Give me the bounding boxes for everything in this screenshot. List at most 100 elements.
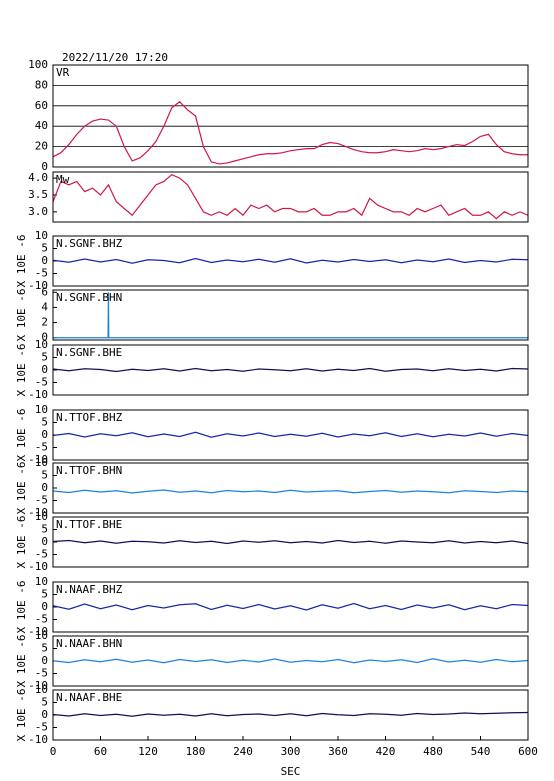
panel-frame	[52, 581, 529, 633]
y-axis-label: X 10E -6	[15, 516, 28, 569]
series-line	[52, 100, 528, 165]
y-tick-label: -10	[28, 279, 48, 292]
y-tick-label: 0	[41, 428, 48, 441]
y-tick-label: 60	[35, 99, 48, 112]
y-tick-label: 4	[41, 300, 48, 313]
y-tick-label: 80	[35, 78, 48, 91]
series-line	[52, 539, 529, 545]
x-tick-label: 60	[94, 745, 107, 758]
y-tick-label: 2	[41, 316, 48, 329]
y-tick-label: -5	[35, 721, 48, 734]
y-tick-label: 10	[35, 338, 48, 351]
y-tick-label: 0	[41, 600, 48, 613]
panel-frame	[52, 171, 529, 223]
chart-title: 2022/11/20 17:20	[62, 51, 168, 64]
series-line	[52, 367, 529, 373]
panel-label: N.TTOF.BHZ	[56, 411, 123, 424]
x-tick-label: 360	[328, 745, 348, 758]
y-axis-label: X 10E -6	[15, 635, 28, 688]
panel-frame	[52, 462, 529, 514]
y-axis-label: X 10E -6	[15, 689, 28, 742]
series-line	[52, 711, 529, 717]
y-tick-label: 5	[41, 469, 48, 482]
y-tick-label: 5	[41, 642, 48, 655]
y-tick-label: 10	[35, 456, 48, 469]
series-line	[53, 292, 528, 339]
x-tick-label: 0	[50, 745, 57, 758]
y-tick-label: -5	[35, 267, 48, 280]
panel-frame	[52, 635, 529, 687]
panel-frame	[52, 235, 529, 287]
y-tick-label: -10	[28, 453, 48, 466]
y-axis-label: X 10E -6	[15, 462, 28, 515]
y-tick-label: 10	[35, 683, 48, 696]
y-axis-label: X 10E -6	[15, 409, 28, 462]
x-tick-label: 480	[423, 745, 443, 758]
panel-label: N.NAAF.BHE	[56, 691, 122, 704]
y-tick-label: 3.5	[28, 188, 48, 201]
series-line	[52, 174, 529, 220]
y-axis-label: X 10E -6	[15, 235, 28, 288]
y-tick-label: 5	[41, 523, 48, 536]
y-tick-label: -5	[35, 613, 48, 626]
series-line	[52, 658, 529, 664]
y-tick-label: 0	[41, 535, 48, 548]
panel-label: N.SGNF.BHN	[56, 291, 122, 304]
series-line	[52, 602, 529, 611]
y-tick-label: -5	[35, 548, 48, 561]
y-tick-label: 0	[41, 654, 48, 667]
y-tick-label: -10	[28, 560, 48, 573]
y-tick-label: 4.0	[28, 171, 48, 184]
y-tick-label: 5	[41, 416, 48, 429]
y-axis-label: X 10E -6	[15, 581, 28, 634]
panel-frame	[52, 344, 529, 396]
y-tick-label: 0	[41, 481, 48, 494]
y-tick-label: 0	[41, 708, 48, 721]
y-tick-label: -10	[28, 506, 48, 519]
panel-label: N.TTOF.BHE	[56, 518, 122, 531]
y-tick-label: -5	[35, 376, 48, 389]
x-tick-label: 540	[471, 745, 491, 758]
series-line	[52, 489, 529, 494]
y-tick-label: 5	[41, 588, 48, 601]
y-tick-label: -5	[35, 441, 48, 454]
y-tick-label: 100	[28, 58, 48, 71]
y-tick-label: 5	[41, 242, 48, 255]
series-line	[52, 431, 529, 438]
y-tick-label: -5	[35, 667, 48, 680]
x-tick-label: 120	[138, 745, 158, 758]
y-tick-label: 0	[41, 160, 48, 173]
y-tick-label: 20	[35, 140, 48, 153]
y-axis-label: X 10E -6	[15, 289, 28, 342]
x-tick-label: 180	[186, 745, 206, 758]
panel-label: N.SGNF.BHE	[56, 346, 122, 359]
y-tick-label: 40	[35, 119, 48, 132]
y-tick-label: -10	[28, 733, 48, 746]
y-tick-label: -10	[28, 388, 48, 401]
x-tick-label: 420	[376, 745, 396, 758]
panel-frame	[52, 516, 529, 568]
y-tick-label: 5	[41, 351, 48, 364]
y-tick-label: -10	[28, 625, 48, 638]
x-axis-label: SEC	[281, 765, 301, 778]
panel-label: N.SGNF.BHZ	[56, 237, 123, 250]
x-tick-label: 240	[233, 745, 253, 758]
panel-label: N.TTOF.BHN	[56, 464, 122, 477]
y-tick-label: 6	[41, 285, 48, 298]
panel-label: N.NAAF.BHZ	[56, 583, 123, 596]
y-tick-label: 10	[35, 629, 48, 642]
panel-label: Mw	[56, 173, 70, 186]
y-tick-label: 0	[41, 363, 48, 376]
y-axis-label: X 10E -6	[15, 344, 28, 397]
y-tick-label: 5	[41, 696, 48, 709]
panel-label: N.NAAF.BHN	[56, 637, 122, 650]
panel-frame	[52, 409, 529, 461]
y-tick-label: 0	[41, 331, 48, 344]
y-tick-label: 10	[35, 575, 48, 588]
y-tick-label: 10	[35, 229, 48, 242]
panel-label: VR	[56, 66, 70, 79]
y-tick-label: 10	[35, 403, 48, 416]
x-tick-label: 600	[518, 745, 538, 758]
panel-frame	[52, 64, 529, 168]
